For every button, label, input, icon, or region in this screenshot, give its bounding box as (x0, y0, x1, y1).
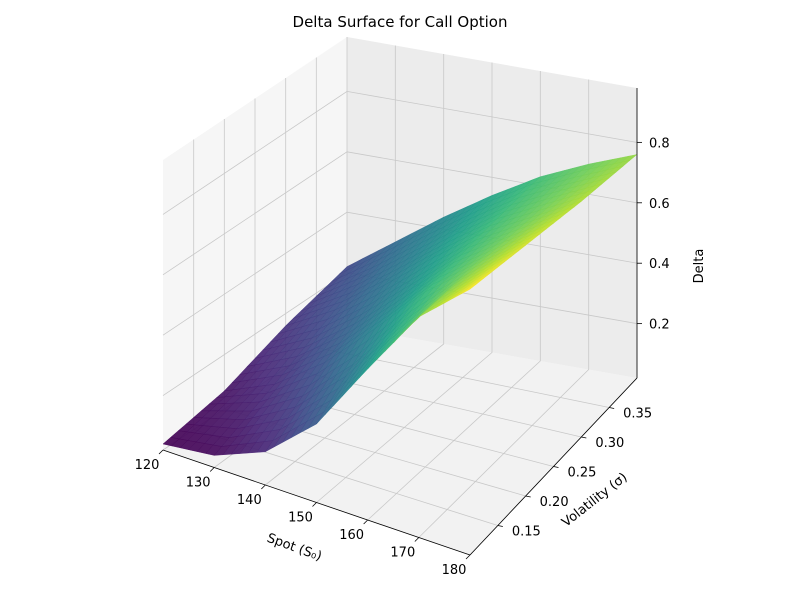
y-tick-mark (525, 495, 531, 498)
x-tick-label: 140 (237, 493, 262, 508)
z-tick-label: 0.4 (649, 257, 670, 272)
y-tick-mark (553, 466, 559, 468)
y-tick-mark (609, 407, 615, 409)
x-tick-label: 130 (186, 476, 211, 491)
y-tick-label: 0.35 (623, 407, 652, 422)
y-tick-mark (497, 525, 503, 527)
x-tick-mark (209, 467, 215, 472)
y-tick-label: 0.20 (540, 495, 569, 510)
x-axis-label: Spot (S₀) (265, 531, 324, 565)
surface-mesh (162, 154, 638, 456)
tick-labels: 120 130 140 150 160 170 180 0.15 0.20 0.25 0.30 0.3… (135, 136, 670, 578)
y-tick-label: 0.25 (568, 466, 597, 481)
y-tick-label: 0.30 (595, 436, 624, 451)
x-tick-mark (261, 484, 266, 490)
x-tick-mark (414, 537, 420, 542)
x-tick-label: 150 (288, 511, 313, 526)
z-tick-label: 0.2 (649, 318, 670, 333)
x-tick-mark (465, 554, 471, 560)
grid-line-z (162, 211, 638, 336)
z-tick-label: 0.8 (649, 136, 670, 151)
x-tick-label: 180 (442, 563, 467, 578)
x-tick-mark (158, 449, 164, 455)
y-tick-label: 0.15 (512, 525, 541, 540)
chart-title: Delta Surface for Call Option (293, 13, 508, 31)
y-tick-mark (581, 436, 587, 439)
x-tick-label: 160 (339, 528, 364, 543)
z-tick-label: 0.6 (649, 197, 670, 212)
z-axis-label: Delta (692, 249, 707, 284)
surface-facet (461, 283, 478, 294)
x-tick-mark (312, 502, 317, 507)
x-tick-label: 120 (135, 458, 160, 473)
x-tick-label: 170 (390, 546, 415, 561)
grid-line-z (162, 90, 638, 215)
x-tick-mark (363, 519, 368, 525)
